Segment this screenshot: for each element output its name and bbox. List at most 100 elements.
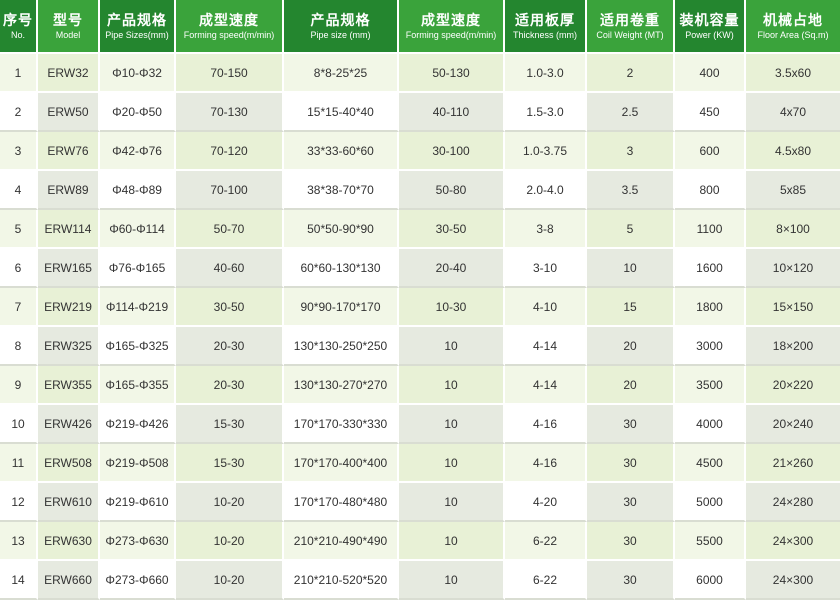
cell-forming-speed-round: 40-60 bbox=[176, 249, 284, 288]
header-coil-weight: 适用卷重 Coil Weight (MT) bbox=[587, 0, 675, 54]
cell-pipe-sizes: Φ48-Φ89 bbox=[100, 171, 176, 210]
cell-forming-speed-square: 10 bbox=[399, 561, 505, 600]
cell-no: 1 bbox=[0, 54, 38, 93]
header-pipe-sizes: 产品规格 Pipe Sizes(mm) bbox=[100, 0, 176, 54]
header-forming-speed-square: 成型速度 Forming speed(m/min) bbox=[399, 0, 505, 54]
cell-power: 1800 bbox=[675, 288, 746, 327]
cell-pipe-sizes: Φ219-Φ508 bbox=[100, 444, 176, 483]
cell-floor-area: 20×220 bbox=[746, 366, 840, 405]
cell-power: 1100 bbox=[675, 210, 746, 249]
cell-coil-weight: 15 bbox=[587, 288, 675, 327]
cell-forming-speed-square: 10 bbox=[399, 483, 505, 522]
table-row: 11 ERW508 Φ219-Φ508 15-30 170*170-400*400 10 4… bbox=[0, 444, 840, 483]
header-power: 装机容量 Power (KW) bbox=[675, 0, 746, 54]
cell-pipe-size-square: 130*130-270*270 bbox=[284, 366, 399, 405]
cell-forming-speed-round: 70-120 bbox=[176, 132, 284, 171]
cell-pipe-sizes: Φ165-Φ325 bbox=[100, 327, 176, 366]
cell-thickness: 4-14 bbox=[505, 327, 587, 366]
cell-floor-area: 5x85 bbox=[746, 171, 840, 210]
cell-coil-weight: 10 bbox=[587, 249, 675, 288]
header-thickness: 适用板厚 Thickness (mm) bbox=[505, 0, 587, 54]
cell-floor-area: 15×150 bbox=[746, 288, 840, 327]
table-row: 3 ERW76 Φ42-Φ76 70-120 33*33-60*60 30-100 1.0-… bbox=[0, 132, 840, 171]
cell-forming-speed-round: 70-130 bbox=[176, 93, 284, 132]
cell-power: 1600 bbox=[675, 249, 746, 288]
cell-coil-weight: 30 bbox=[587, 522, 675, 561]
cell-no: 13 bbox=[0, 522, 38, 561]
cell-power: 5500 bbox=[675, 522, 746, 561]
cell-model: ERW89 bbox=[38, 171, 100, 210]
cell-pipe-size-square: 50*50-90*90 bbox=[284, 210, 399, 249]
cell-floor-area: 24×300 bbox=[746, 561, 840, 600]
cell-thickness: 3-8 bbox=[505, 210, 587, 249]
table-row: 2 ERW50 Φ20-Φ50 70-130 15*15-40*40 40-110 1.5-… bbox=[0, 93, 840, 132]
cell-pipe-size-square: 38*38-70*70 bbox=[284, 171, 399, 210]
cell-power: 3000 bbox=[675, 327, 746, 366]
cell-thickness: 1.0-3.75 bbox=[505, 132, 587, 171]
cell-pipe-size-square: 210*210-520*520 bbox=[284, 561, 399, 600]
cell-floor-area: 3.5x60 bbox=[746, 54, 840, 93]
cell-floor-area: 24×280 bbox=[746, 483, 840, 522]
cell-forming-speed-round: 15-30 bbox=[176, 405, 284, 444]
cell-forming-speed-square: 10 bbox=[399, 522, 505, 561]
cell-power: 600 bbox=[675, 132, 746, 171]
header-no: 序号 No. bbox=[0, 0, 38, 54]
cell-pipe-size-square: 15*15-40*40 bbox=[284, 93, 399, 132]
cell-no: 5 bbox=[0, 210, 38, 249]
cell-pipe-sizes: Φ10-Φ32 bbox=[100, 54, 176, 93]
cell-forming-speed-round: 10-20 bbox=[176, 483, 284, 522]
cell-coil-weight: 2 bbox=[587, 54, 675, 93]
cell-model: ERW165 bbox=[38, 249, 100, 288]
cell-pipe-sizes: Φ273-Φ660 bbox=[100, 561, 176, 600]
table-row: 10 ERW426 Φ219-Φ426 15-30 170*170-330*330 10 4… bbox=[0, 405, 840, 444]
cell-forming-speed-square: 40-110 bbox=[399, 93, 505, 132]
header-floor-area: 机械占地 Floor Area (Sq.m) bbox=[746, 0, 840, 54]
cell-power: 4500 bbox=[675, 444, 746, 483]
cell-model: ERW219 bbox=[38, 288, 100, 327]
cell-forming-speed-round: 20-30 bbox=[176, 327, 284, 366]
cell-coil-weight: 20 bbox=[587, 327, 675, 366]
cell-model: ERW32 bbox=[38, 54, 100, 93]
cell-pipe-size-square: 170*170-330*330 bbox=[284, 405, 399, 444]
cell-coil-weight: 3 bbox=[587, 132, 675, 171]
cell-forming-speed-square: 10-30 bbox=[399, 288, 505, 327]
cell-no: 12 bbox=[0, 483, 38, 522]
cell-forming-speed-square: 50-130 bbox=[399, 54, 505, 93]
cell-pipe-sizes: Φ42-Φ76 bbox=[100, 132, 176, 171]
cell-pipe-size-square: 170*170-400*400 bbox=[284, 444, 399, 483]
table-row: 14 ERW660 Φ273-Φ660 10-20 210*210-520*520 10 6… bbox=[0, 561, 840, 600]
cell-power: 450 bbox=[675, 93, 746, 132]
table-row: 4 ERW89 Φ48-Φ89 70-100 38*38-70*70 50-80 2.0-4… bbox=[0, 171, 840, 210]
table-row: 13 ERW630 Φ273-Φ630 10-20 210*210-490*490 10 6… bbox=[0, 522, 840, 561]
cell-power: 800 bbox=[675, 171, 746, 210]
cell-model: ERW50 bbox=[38, 93, 100, 132]
cell-pipe-sizes: Φ114-Φ219 bbox=[100, 288, 176, 327]
cell-no: 2 bbox=[0, 93, 38, 132]
cell-model: ERW610 bbox=[38, 483, 100, 522]
cell-forming-speed-round: 15-30 bbox=[176, 444, 284, 483]
cell-floor-area: 8×100 bbox=[746, 210, 840, 249]
cell-model: ERW114 bbox=[38, 210, 100, 249]
cell-power: 5000 bbox=[675, 483, 746, 522]
cell-forming-speed-square: 10 bbox=[399, 405, 505, 444]
cell-model: ERW426 bbox=[38, 405, 100, 444]
table-row: 6 ERW165 Φ76-Φ165 40-60 60*60-130*130 20-40 3-… bbox=[0, 249, 840, 288]
cell-pipe-size-square: 33*33-60*60 bbox=[284, 132, 399, 171]
cell-pipe-size-square: 60*60-130*130 bbox=[284, 249, 399, 288]
cell-floor-area: 20×240 bbox=[746, 405, 840, 444]
header-pipe-size-square: 产品规格 Pipe size (mm) bbox=[284, 0, 399, 54]
cell-thickness: 3-10 bbox=[505, 249, 587, 288]
table-row: 9 ERW355 Φ165-Φ355 20-30 130*130-270*270 10 4-… bbox=[0, 366, 840, 405]
cell-forming-speed-square: 20-40 bbox=[399, 249, 505, 288]
cell-thickness: 2.0-4.0 bbox=[505, 171, 587, 210]
table-row: 7 ERW219 Φ114-Φ219 30-50 90*90-170*170 10-30 4… bbox=[0, 288, 840, 327]
cell-no: 14 bbox=[0, 561, 38, 600]
table-header: 序号 No. 型号 Model 产品规格 Pipe Sizes(mm) 成型速度 For… bbox=[0, 0, 840, 54]
table-row: 1 ERW32 Φ10-Φ32 70-150 8*8-25*25 50-130 1.0-3.… bbox=[0, 54, 840, 93]
cell-no: 8 bbox=[0, 327, 38, 366]
cell-power: 6000 bbox=[675, 561, 746, 600]
cell-floor-area: 4.5x80 bbox=[746, 132, 840, 171]
cell-coil-weight: 20 bbox=[587, 366, 675, 405]
cell-pipe-sizes: Φ273-Φ630 bbox=[100, 522, 176, 561]
